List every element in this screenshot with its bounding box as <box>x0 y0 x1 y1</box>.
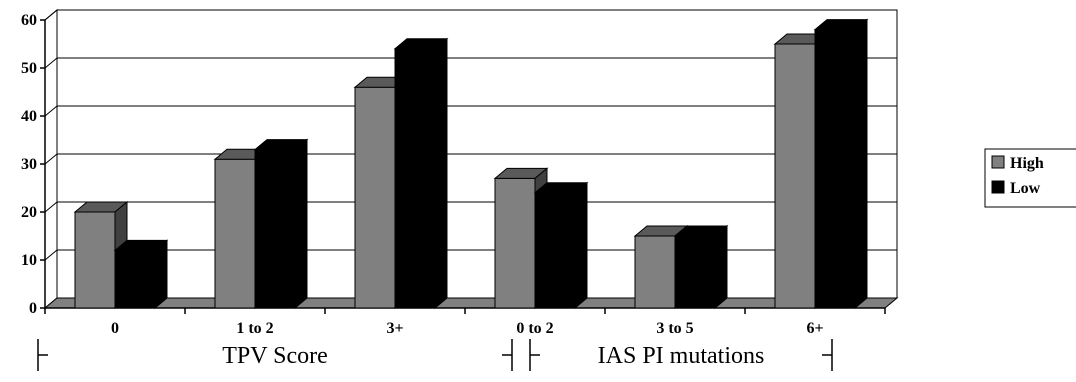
x-axis-ticks: 0 1 to 2 3+ 0 to 2 3 to 5 6+ <box>44 308 886 337</box>
y-tick-label: 10 <box>21 252 37 269</box>
bar-front <box>114 249 156 309</box>
bar-low <box>393 37 449 310</box>
category-group-label: TPV Score <box>222 343 328 369</box>
bar-low <box>673 224 729 310</box>
x-tick-label: 6+ <box>806 320 823 337</box>
gridline-side <box>44 153 58 165</box>
y-axis-ticks: 0 10 20 30 40 50 60 <box>21 12 45 317</box>
gridline-side <box>44 105 58 117</box>
bar-side <box>154 239 168 310</box>
bar-low <box>253 138 309 310</box>
bar-low <box>813 18 869 310</box>
x-tick-label: 1 to 2 <box>236 320 273 337</box>
floor <box>43 297 899 309</box>
gridlines <box>44 9 897 261</box>
legend-label-low: Low <box>1010 180 1041 197</box>
gridline-side <box>44 57 58 69</box>
category-groups: TPV Score IAS PI mutations <box>37 339 833 371</box>
bar-front <box>774 43 816 309</box>
bar-front <box>354 86 396 309</box>
bar-side <box>434 37 448 310</box>
bar-front <box>394 48 436 309</box>
category-group-label: IAS PI mutations <box>598 343 765 369</box>
bar-front <box>534 192 576 309</box>
bar-front <box>674 235 716 309</box>
x-tick-label: 0 to 2 <box>516 320 553 337</box>
bar-side <box>574 181 588 310</box>
bar-side <box>714 224 728 310</box>
bar-side <box>854 18 868 310</box>
bar-front <box>214 158 256 309</box>
bar-front <box>74 211 116 309</box>
bar-front <box>814 29 856 309</box>
gridline-side <box>44 201 58 213</box>
legend-label-high: High <box>1010 155 1044 172</box>
gridline-side <box>44 249 58 261</box>
bars <box>73 18 869 310</box>
y-tick-label: 60 <box>21 12 37 29</box>
bar-low <box>533 181 589 310</box>
bar-low <box>113 239 169 310</box>
bar-side <box>294 138 308 310</box>
legend-swatch-high <box>991 155 1005 169</box>
y-tick-label: 30 <box>21 156 37 173</box>
y-tick-label: 40 <box>21 108 37 125</box>
bar-front <box>254 149 296 309</box>
x-tick-label: 3 to 5 <box>656 320 693 337</box>
category-group: IAS PI mutations <box>529 339 833 371</box>
x-tick-label: 0 <box>111 320 119 337</box>
bar-front <box>494 177 536 309</box>
y-tick-label: 20 <box>21 204 37 221</box>
bar-front <box>634 235 676 309</box>
legend: High Low <box>984 148 1076 208</box>
y-tick-label: 0 <box>29 300 37 317</box>
x-tick-label: 3+ <box>386 320 403 337</box>
legend-swatch-low <box>991 180 1005 194</box>
category-group: TPV Score <box>37 339 513 371</box>
gridline-side <box>44 9 58 21</box>
y-tick-label: 50 <box>21 60 37 77</box>
